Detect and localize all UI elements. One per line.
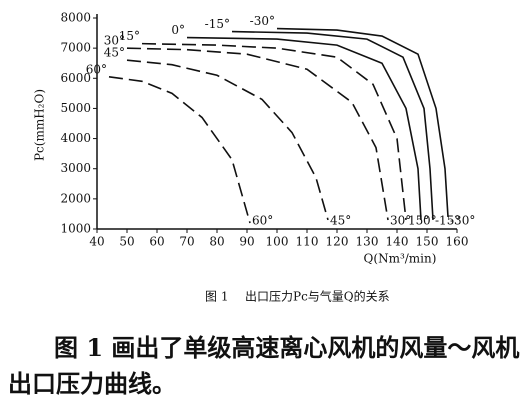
x-tick-label: 60: [149, 235, 164, 249]
y-tick-label: 5000: [60, 101, 91, 115]
x-tick-label: 160: [446, 235, 469, 249]
curve-label-bottom: 60°: [252, 214, 273, 228]
x-tick-label: 90: [239, 235, 254, 249]
x-tick-label: 80: [209, 235, 224, 249]
curve: [186, 36, 422, 221]
y-axis-label: Pc(mmH₂O): [33, 89, 47, 161]
curve-label-bottom: 45°: [330, 214, 351, 228]
y-tick-label: 2000: [60, 191, 91, 205]
x-tick-label: 140: [386, 235, 409, 249]
curve-label-top: 15°: [119, 29, 140, 43]
x-tick-label: 110: [296, 235, 319, 249]
curve-label-bottom: 30°: [390, 214, 411, 228]
curve: [108, 75, 251, 224]
y-tick-label: 7000: [60, 41, 91, 55]
y-tick-label: 1000: [60, 222, 91, 236]
curve-label-top: -15°: [205, 17, 230, 31]
x-axis-label: Q(Nm³/min): [364, 252, 437, 266]
curve: [231, 30, 434, 221]
curve-label-top: 30°: [104, 34, 125, 48]
curve-label-bottom: -30°: [450, 214, 475, 228]
chart: Pc(mmH₂O) Q(Nm³/min) 图 1 出口压力Pc与气量Q的关系 1…: [33, 11, 476, 304]
curve: [126, 59, 329, 221]
x-tick-label: 70: [179, 235, 194, 249]
caption-text: 出口压力Pc与气量Q的关系: [245, 289, 390, 304]
curve-label-top: -30°: [250, 14, 275, 28]
y-tick-label: 3000: [60, 161, 91, 175]
curve: [276, 27, 449, 217]
curve-label-bottom: 15°: [408, 214, 429, 228]
curve-label-top: 0°: [171, 23, 185, 37]
curve-label-top: 60°: [86, 62, 107, 76]
y-tick-label: 8000: [60, 11, 91, 25]
x-tick-label: 130: [356, 235, 379, 249]
x-tick-label: 100: [266, 235, 289, 249]
y-tick-label: 4000: [60, 131, 91, 145]
x-tick-label: 150: [416, 235, 439, 249]
caption-number: 图 1: [205, 290, 228, 304]
curve: [141, 42, 407, 221]
curve-label-top: 45°: [104, 46, 125, 60]
curve-label-bottom: -15°: [435, 214, 460, 228]
x-tick-label: 50: [119, 235, 134, 249]
x-tick-label: 40: [89, 235, 104, 249]
curve: [126, 47, 389, 221]
paragraph: 图 1 画出了单级高速离心风机的风量～风机出口压力曲线。: [8, 333, 520, 398]
x-tick-label: 120: [326, 235, 349, 249]
y-tick-label: 6000: [60, 71, 91, 85]
